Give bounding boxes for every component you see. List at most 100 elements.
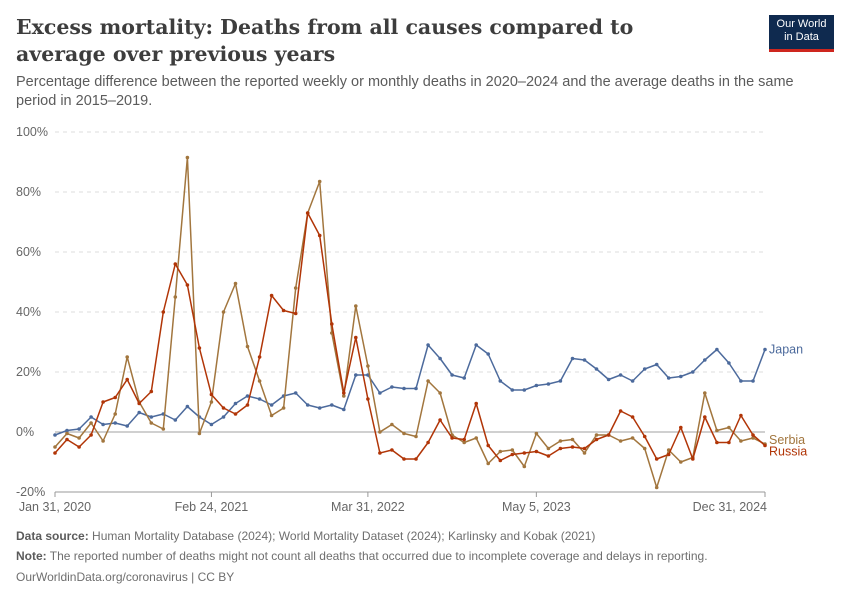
data-point — [305, 403, 310, 407]
data-point — [618, 409, 623, 413]
data-point — [703, 358, 707, 362]
data-point — [293, 391, 298, 395]
data-point — [558, 379, 563, 383]
data-point — [257, 397, 262, 401]
data-point — [654, 362, 659, 367]
data-point — [474, 436, 479, 440]
data-point — [510, 448, 515, 452]
data-point — [173, 418, 178, 422]
data-point — [534, 431, 539, 436]
data-point — [739, 413, 743, 418]
data-point — [546, 446, 551, 451]
note-text: The reported number of deaths might not … — [49, 549, 708, 563]
data-point — [173, 262, 178, 266]
data-point — [486, 443, 491, 448]
data-point — [354, 373, 358, 377]
data-point — [197, 346, 202, 350]
data-point — [185, 155, 190, 160]
y-tick-label: 0% — [16, 425, 34, 439]
y-tick-label: 80% — [16, 185, 41, 199]
owid-logo[interactable]: Our World in Data — [769, 15, 834, 52]
series-japan — [53, 343, 767, 437]
data-point — [642, 434, 647, 439]
logo-line-1: Our World — [776, 18, 827, 30]
data-point — [402, 386, 406, 391]
data-point — [293, 286, 298, 290]
data-point — [570, 437, 575, 442]
data-point — [486, 352, 491, 356]
series-label: Russia — [769, 445, 807, 459]
data-point — [546, 454, 551, 458]
data-point — [751, 436, 755, 440]
series-label: Japan — [769, 343, 803, 357]
data-point — [462, 440, 467, 445]
data-point — [185, 283, 190, 287]
data-point — [703, 415, 707, 419]
data-point — [630, 436, 635, 440]
data-point — [137, 401, 141, 406]
logo-line-2: in Data — [784, 31, 819, 43]
data-point — [269, 413, 274, 418]
data-point — [727, 440, 731, 445]
data-point — [426, 343, 430, 347]
data-point — [305, 211, 310, 215]
data-point — [149, 421, 154, 425]
data-point — [245, 403, 250, 407]
data-point — [185, 404, 190, 409]
data-point — [570, 356, 575, 361]
series-russia — [53, 211, 767, 463]
data-point — [402, 431, 406, 436]
data-point — [522, 388, 527, 392]
data-point — [715, 440, 719, 445]
data-point — [763, 443, 767, 448]
data-point — [161, 310, 166, 314]
data-point — [317, 179, 322, 184]
data-point — [113, 421, 117, 425]
data-point — [125, 377, 129, 382]
data-point — [293, 311, 298, 316]
x-tick-label: Feb 24, 2021 — [175, 500, 249, 514]
axis-layer: -20% 0% 20% 40% 60% 80% 100% Jan 31, 2020 Feb 24… — [16, 125, 767, 514]
series-line — [54, 344, 766, 436]
credit-link[interactable]: OurWorldinData.org/coronavirus | CC BY — [16, 570, 235, 584]
data-point — [77, 436, 81, 440]
data-point — [342, 391, 346, 395]
data-point — [486, 461, 491, 466]
data-point — [462, 376, 467, 380]
data-point — [390, 448, 394, 452]
data-point — [125, 355, 129, 359]
data-point — [149, 389, 154, 394]
data-point — [366, 397, 370, 401]
data-point — [751, 433, 755, 437]
data-point — [630, 415, 635, 419]
data-point — [330, 403, 334, 407]
data-point — [378, 391, 382, 395]
data-point — [570, 445, 575, 449]
data-point — [558, 439, 563, 443]
y-tick-label: -20% — [16, 485, 45, 499]
data-point — [474, 401, 479, 406]
data-point — [426, 440, 430, 445]
data-point — [257, 355, 262, 359]
data-point — [65, 431, 69, 436]
y-tick-label: 60% — [16, 245, 41, 259]
data-point — [594, 367, 599, 371]
data-point — [317, 406, 322, 410]
data-point — [715, 428, 719, 433]
data-source-line: Data source: Human Mortality Database (2… — [16, 529, 595, 543]
data-point — [666, 452, 671, 457]
data-point — [510, 388, 515, 392]
data-point — [438, 418, 442, 422]
data-point — [137, 410, 141, 415]
note-line: Note: The reported number of deaths migh… — [16, 549, 708, 563]
data-point — [438, 356, 442, 361]
data-point — [53, 451, 57, 455]
data-point — [546, 382, 551, 386]
data-point — [582, 451, 587, 455]
chart-title: Excess mortality: Deaths from all causes… — [16, 15, 634, 66]
data-point — [666, 376, 671, 380]
data-point — [245, 344, 250, 349]
data-point — [209, 392, 214, 397]
data-point — [221, 415, 226, 419]
